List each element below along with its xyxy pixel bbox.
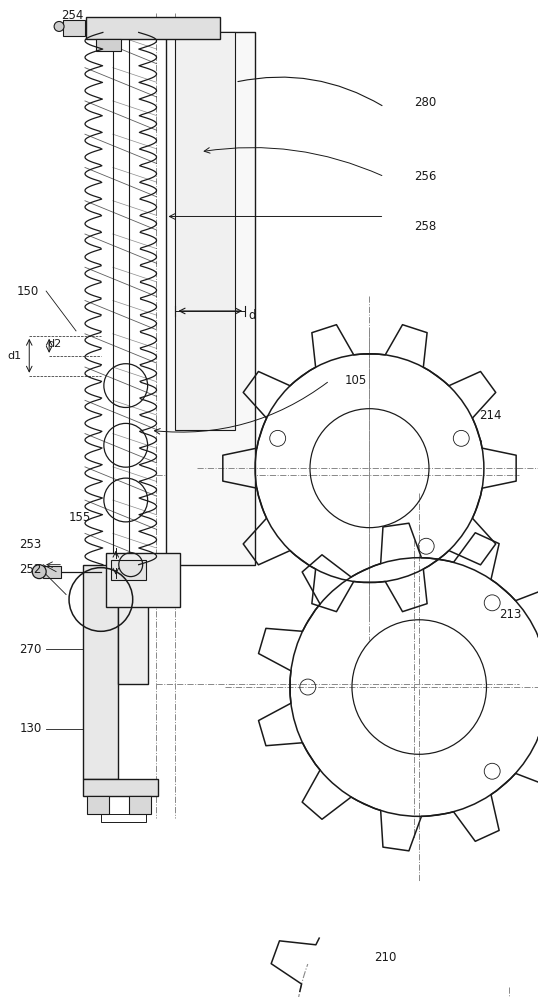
Bar	[83, 565, 118, 779]
Text: 105: 105	[344, 374, 367, 387]
Text: 213: 213	[499, 608, 521, 621]
Text: 270: 270	[19, 643, 42, 656]
Bar	[101, 814, 146, 822]
Circle shape	[32, 565, 46, 579]
Text: 130: 130	[19, 722, 42, 735]
Bar	[129, 796, 150, 814]
Text: 155: 155	[69, 511, 91, 524]
Circle shape	[54, 21, 64, 31]
Text: 252: 252	[19, 563, 42, 576]
Text: d: d	[248, 309, 255, 322]
Text: 280: 280	[414, 96, 437, 109]
Text: d1: d1	[8, 351, 22, 361]
Text: d2: d2	[47, 339, 61, 349]
Bar	[176, 32, 235, 430]
Text: 256: 256	[414, 170, 437, 183]
Text: 150: 150	[16, 285, 39, 298]
Text: 258: 258	[414, 220, 437, 233]
Text: 254: 254	[61, 9, 84, 22]
Bar	[96, 39, 121, 51]
Bar	[118, 565, 148, 684]
Bar	[63, 20, 85, 36]
Bar	[165, 32, 255, 565]
Bar	[111, 560, 146, 580]
Text: 214: 214	[479, 409, 501, 422]
Text: 210: 210	[375, 951, 397, 964]
Bar	[83, 779, 157, 796]
Bar	[87, 796, 109, 814]
Text: 253: 253	[19, 538, 42, 551]
Bar	[43, 566, 61, 578]
Bar	[106, 553, 181, 607]
Bar	[86, 17, 220, 39]
